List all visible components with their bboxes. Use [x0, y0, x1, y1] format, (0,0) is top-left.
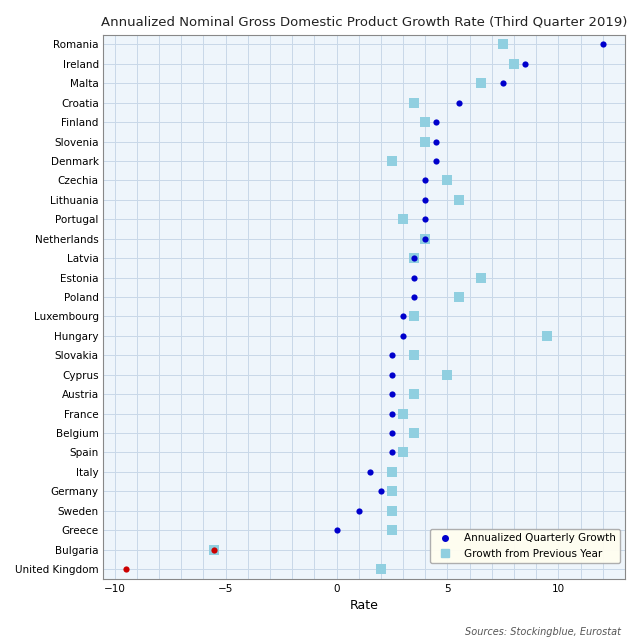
- Point: [387, 156, 397, 166]
- Point: [409, 273, 419, 283]
- Point: [542, 331, 552, 341]
- Point: [520, 59, 531, 69]
- Legend: Annualized Quarterly Growth, Growth from Previous Year: Annualized Quarterly Growth, Growth from…: [431, 529, 620, 563]
- Point: [598, 39, 608, 49]
- Point: [387, 389, 397, 399]
- Point: [398, 331, 408, 341]
- Point: [387, 486, 397, 497]
- Point: [431, 136, 442, 147]
- Point: [498, 39, 508, 49]
- Point: [409, 253, 419, 263]
- Point: [387, 428, 397, 438]
- Title: Annualized Nominal Gross Domestic Product Growth Rate (Third Quarter 2019): Annualized Nominal Gross Domestic Produc…: [101, 15, 627, 28]
- Point: [387, 467, 397, 477]
- Point: [387, 506, 397, 516]
- Point: [431, 117, 442, 127]
- Point: [120, 564, 131, 574]
- Point: [453, 195, 463, 205]
- Point: [387, 408, 397, 419]
- Point: [420, 195, 430, 205]
- Point: [420, 234, 430, 244]
- Point: [409, 389, 419, 399]
- Point: [442, 175, 452, 186]
- Point: [398, 408, 408, 419]
- Point: [409, 311, 419, 321]
- Text: Sources: Stockingblue, Eurostat: Sources: Stockingblue, Eurostat: [465, 627, 621, 637]
- Point: [476, 78, 486, 88]
- Point: [398, 447, 408, 458]
- Point: [332, 525, 342, 535]
- Point: [420, 117, 430, 127]
- Point: [398, 311, 408, 321]
- X-axis label: Rate: Rate: [350, 599, 379, 612]
- Point: [387, 350, 397, 360]
- Point: [387, 370, 397, 380]
- Point: [420, 175, 430, 186]
- Point: [409, 253, 419, 263]
- Point: [376, 486, 386, 497]
- Point: [365, 467, 375, 477]
- Point: [387, 447, 397, 458]
- Point: [409, 428, 419, 438]
- Point: [442, 370, 452, 380]
- Point: [409, 292, 419, 302]
- Point: [420, 214, 430, 225]
- Point: [420, 136, 430, 147]
- Point: [498, 78, 508, 88]
- Point: [509, 59, 519, 69]
- Point: [209, 545, 220, 555]
- Point: [209, 545, 220, 555]
- Point: [376, 564, 386, 574]
- Point: [398, 214, 408, 225]
- Point: [453, 292, 463, 302]
- Point: [409, 350, 419, 360]
- Point: [431, 156, 442, 166]
- Point: [409, 98, 419, 108]
- Point: [353, 506, 364, 516]
- Point: [476, 273, 486, 283]
- Point: [387, 525, 397, 535]
- Point: [453, 98, 463, 108]
- Point: [420, 234, 430, 244]
